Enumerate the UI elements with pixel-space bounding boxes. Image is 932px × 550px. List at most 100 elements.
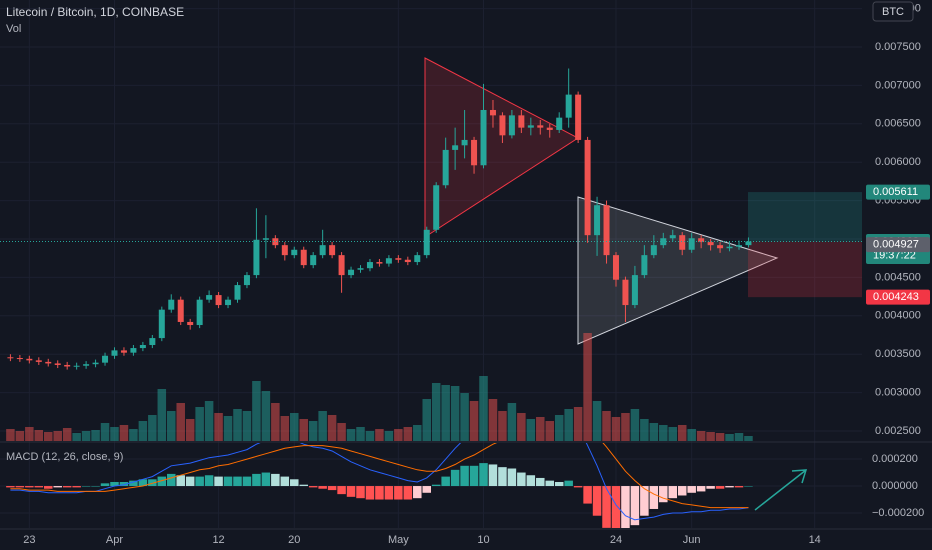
macd-histogram-bar (526, 475, 536, 487)
x-tick-label: 24 (610, 534, 622, 546)
candle-body (196, 299, 203, 326)
y-tick-label: 0.007000 (875, 79, 921, 91)
volume-bar (375, 429, 384, 441)
candle-body (584, 139, 591, 236)
y-tick-label: 0.004500 (875, 271, 921, 283)
macd-histogram-bar (110, 481, 119, 487)
volume-bar (621, 413, 630, 441)
macd-histogram-bar (318, 486, 327, 489)
candle-body (92, 362, 99, 365)
macd-histogram-bar (252, 473, 261, 487)
candle-body (414, 255, 421, 263)
macd-histogram-bar (545, 480, 555, 487)
volume-bar (242, 411, 252, 441)
x-tick-label: 20 (288, 534, 300, 546)
candle-body (489, 109, 496, 116)
macd-histogram-bar (195, 476, 204, 487)
candle-body (404, 259, 411, 263)
volume-bar (640, 419, 649, 441)
macd-histogram-bar (469, 465, 479, 487)
macd-histogram-bar (725, 486, 734, 488)
candle-body (26, 358, 33, 361)
macd-histogram-bar (15, 486, 25, 488)
macd-histogram-bar (242, 476, 252, 487)
candle-body (225, 299, 232, 306)
macd-histogram-bar (337, 486, 346, 495)
candle-body (83, 364, 90, 366)
macd-histogram-bar (346, 486, 356, 497)
candle-body (357, 268, 364, 270)
macd-histogram-bar (261, 472, 271, 487)
volume-bar (157, 389, 167, 441)
volume-bar (299, 419, 308, 441)
volume-bar (148, 415, 157, 441)
macd-histogram-bar (640, 486, 649, 516)
candle-body (698, 238, 705, 243)
candle-body (149, 338, 156, 345)
candle-body (679, 235, 686, 250)
volume-bar (223, 416, 233, 441)
candle-body (168, 299, 175, 310)
macd-histogram-bar (365, 486, 375, 500)
volume-bar (422, 399, 431, 441)
macd-histogram-bar (43, 486, 53, 489)
macd-histogram-bar (214, 476, 223, 487)
candle-body (594, 205, 601, 236)
candle-body (281, 245, 288, 256)
volume-bar (460, 393, 469, 441)
macd-histogram-bar (659, 486, 668, 503)
volume-bar (81, 431, 91, 441)
candle-body (395, 258, 402, 260)
macd-histogram-bar (81, 486, 91, 487)
candle-body (518, 115, 525, 128)
price-tag-label: 0.004927 (873, 239, 919, 251)
volume-bar (214, 413, 223, 441)
macd-histogram-bar (119, 481, 129, 487)
volume-bar (15, 431, 25, 441)
volume-bar (271, 403, 280, 441)
macd-histogram-bar (148, 479, 157, 487)
macd-histogram-bar (280, 476, 290, 487)
candle-body (7, 357, 14, 359)
macd-histogram-bar (677, 486, 687, 496)
volume-bar (630, 409, 640, 441)
volume-bar (611, 417, 621, 441)
macd-histogram-bar (6, 486, 15, 488)
volume-bar (687, 429, 696, 441)
macd-histogram-bar (611, 486, 621, 528)
volume-bar (34, 430, 44, 441)
candle-body (471, 139, 478, 166)
macd-histogram-bar (34, 486, 44, 488)
macd-histogram-bar (715, 486, 725, 489)
candle-body (546, 127, 553, 130)
volume-bar (25, 427, 34, 441)
candle-body (707, 242, 714, 246)
volume-bar (233, 409, 242, 441)
macd-pane (6, 443, 753, 528)
macd-histogram-bar (356, 486, 365, 499)
volume-bar (53, 431, 62, 441)
macd-histogram-bar (290, 479, 299, 487)
macd-histogram-bar (176, 475, 185, 487)
countdown-label: 19:37:22 (873, 249, 916, 261)
volume-bar (6, 429, 15, 441)
volume-bar (195, 407, 204, 441)
volume-bar (469, 401, 479, 441)
volume-bar (554, 415, 564, 441)
macd-histogram-bar (696, 486, 706, 492)
candle-body (452, 145, 459, 150)
volume-bar (696, 431, 706, 441)
volume-bar (129, 429, 138, 441)
volume-bar (110, 427, 119, 441)
candle-body (669, 235, 676, 239)
volume-bar (744, 436, 753, 441)
volume-bar (734, 433, 744, 441)
volume-bar (394, 429, 403, 441)
currency-badge[interactable] (872, 1, 914, 22)
candle-body (376, 262, 383, 264)
candle-body (64, 364, 71, 367)
volume-bar (119, 425, 129, 441)
y-tick-label: 0.002500 (875, 425, 921, 437)
volume-bar (507, 403, 517, 441)
